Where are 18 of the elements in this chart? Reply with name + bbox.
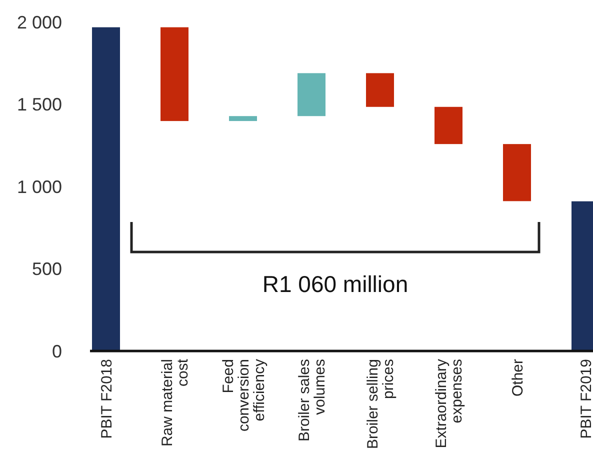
bar [298, 73, 326, 116]
y-tick-label: 2 000 [16, 12, 62, 32]
bar [366, 73, 394, 107]
x-tick-label: Broiler selling prices [364, 359, 397, 450]
x-tick-label: Other [509, 358, 526, 397]
y-tick-label: 1 000 [16, 176, 62, 197]
y-tick-label: 500 [32, 259, 62, 280]
bar [229, 116, 257, 122]
y-tick-label: 1 500 [16, 94, 62, 115]
x-tick-label: PBIT F2019 [578, 359, 593, 439]
bar [503, 144, 531, 202]
bar [92, 27, 120, 351]
y-tick-label: 0 [52, 341, 62, 362]
bar [160, 27, 188, 122]
x-tick-label: Raw material cost [159, 358, 192, 447]
x-tick-label: PBIT F2018 [98, 359, 116, 439]
bar [434, 106, 462, 144]
annotation: R1 060 million [262, 271, 408, 297]
